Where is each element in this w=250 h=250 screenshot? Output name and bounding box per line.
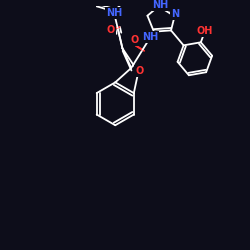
Text: O: O xyxy=(130,35,138,45)
Text: NH: NH xyxy=(152,0,169,10)
Text: NH: NH xyxy=(142,32,158,42)
Text: O: O xyxy=(135,66,143,76)
Text: O: O xyxy=(107,25,115,35)
Text: OH: OH xyxy=(197,26,213,36)
Text: NH: NH xyxy=(106,8,122,18)
Text: N: N xyxy=(171,9,179,19)
